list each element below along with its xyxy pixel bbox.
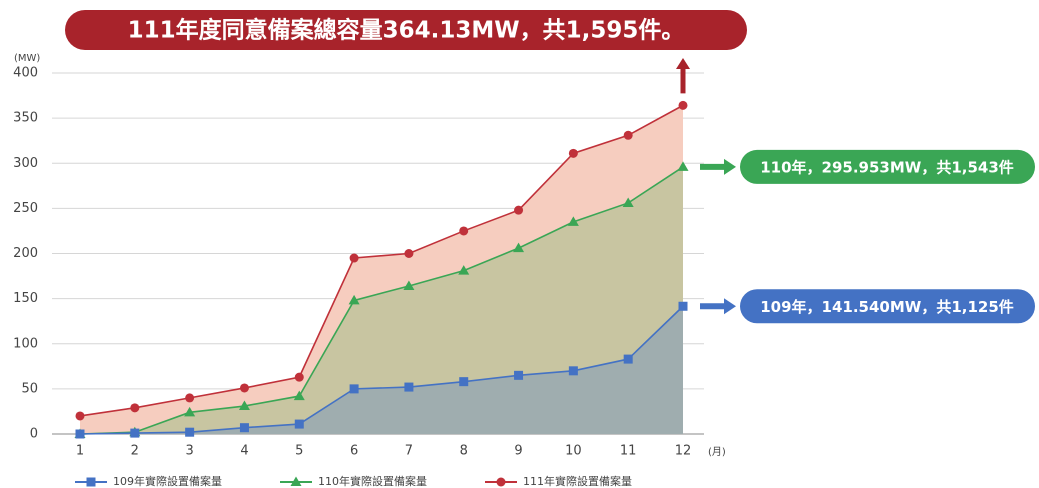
area — [80, 166, 683, 435]
point — [75, 411, 85, 421]
y-axis-label: (MW) — [14, 53, 40, 64]
x-tick-label: 3 — [185, 444, 193, 459]
callout-box — [740, 289, 1035, 324]
y-tick-label: 0 — [30, 427, 38, 442]
point — [568, 366, 578, 376]
x-tick-label: 12 — [675, 444, 692, 459]
point — [568, 148, 578, 158]
x-tick-label: 2 — [131, 444, 139, 459]
line — [79, 305, 684, 435]
point — [348, 294, 360, 305]
area — [80, 306, 683, 434]
point — [239, 383, 249, 393]
legend-label: 110年實際設置備案量 — [318, 474, 427, 488]
legend-label: 111年實際設置備案量 — [523, 474, 632, 488]
point — [567, 216, 579, 226]
x-tick-label: 7 — [405, 444, 413, 459]
line — [79, 104, 684, 417]
callout-text: 110年，295.953MW，共1,543件 — [760, 158, 1014, 176]
x-tick-label: 1 — [76, 444, 84, 459]
arrow-head — [676, 58, 690, 69]
point — [185, 427, 195, 437]
legend-marker — [496, 477, 506, 487]
x-axis-label: (月) — [708, 446, 726, 458]
title-banner — [65, 10, 747, 50]
point — [403, 280, 415, 290]
x-tick-label: 10 — [565, 444, 582, 459]
x-tick-label: 5 — [295, 444, 303, 459]
point — [349, 384, 359, 394]
point — [622, 197, 634, 207]
x-tick-label: 8 — [460, 444, 468, 459]
arrow-head — [724, 298, 736, 315]
point — [239, 423, 249, 433]
point — [458, 265, 470, 275]
y-tick-label: 400 — [13, 66, 38, 81]
point — [623, 130, 633, 140]
point — [130, 428, 140, 438]
point — [238, 400, 250, 411]
point — [294, 372, 304, 382]
arrow-head — [724, 158, 736, 175]
point — [185, 393, 195, 403]
point — [513, 242, 525, 253]
y-tick-label: 100 — [13, 336, 38, 351]
legend-marker — [290, 476, 302, 486]
y-tick-label: 300 — [13, 156, 38, 171]
point — [514, 205, 524, 215]
y-tick-label: 200 — [13, 246, 38, 261]
point — [404, 249, 414, 258]
x-tick-label: 6 — [350, 444, 358, 459]
point — [293, 390, 305, 401]
x-tick-label: 4 — [240, 444, 248, 459]
y-tick-label: 350 — [13, 111, 38, 126]
y-tick-label: 150 — [13, 291, 38, 306]
y-tick-label: 50 — [21, 381, 38, 396]
point — [678, 100, 688, 110]
point — [404, 382, 414, 392]
legend-marker — [86, 477, 96, 487]
point — [459, 226, 469, 236]
point — [184, 406, 196, 417]
legend-label: 109年實際設置備案量 — [113, 474, 222, 488]
point — [459, 377, 469, 387]
point — [130, 403, 140, 413]
chart-title: 111年度同意備案總容量364.13MW，共1,595件。 — [128, 17, 685, 44]
callout-text: 109年，141.540MW，共1,125件 — [760, 298, 1014, 316]
point — [349, 253, 359, 263]
line — [79, 166, 684, 435]
point — [677, 161, 689, 171]
point — [678, 301, 688, 311]
point — [514, 370, 524, 380]
point — [294, 419, 304, 429]
point — [623, 354, 633, 364]
x-tick-label: 9 — [514, 444, 522, 459]
point — [75, 429, 85, 439]
x-tick-label: 11 — [620, 444, 637, 459]
y-tick-label: 250 — [13, 201, 38, 216]
callout-box — [740, 149, 1035, 184]
